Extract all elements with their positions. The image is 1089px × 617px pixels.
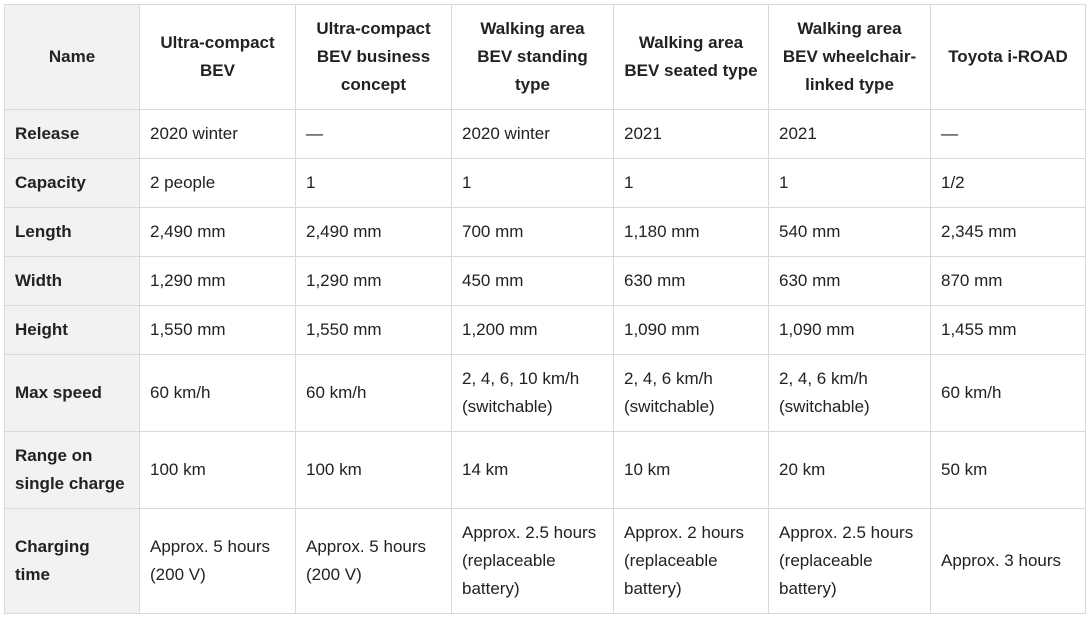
table-row: Range on single charge 100 km 100 km 14 … bbox=[4, 431, 1086, 509]
row-label-range: Range on single charge bbox=[4, 431, 140, 509]
table-cell: 2, 4, 6 km/h (switchable) bbox=[613, 354, 769, 432]
table-cell: 1 bbox=[613, 158, 769, 208]
row-label-capacity: Capacity bbox=[4, 158, 140, 208]
spec-comparison-table: Name Ultra-compact BEV Ultra-compact BEV… bbox=[4, 4, 1086, 614]
table-cell: Approx. 2.5 hours (replaceable battery) bbox=[768, 508, 931, 614]
header-walking-seated: Walking area BEV seated type bbox=[613, 4, 769, 110]
table-cell: 1 bbox=[295, 158, 452, 208]
table-cell: Approx. 5 hours (200 V) bbox=[295, 508, 452, 614]
table-cell: 50 km bbox=[930, 431, 1086, 509]
table-cell: 700 mm bbox=[451, 207, 614, 257]
header-ultra-compact-bev: Ultra-compact BEV bbox=[139, 4, 296, 110]
row-label-charging-time: Charging time bbox=[4, 508, 140, 614]
table-cell: 2,345 mm bbox=[930, 207, 1086, 257]
table-cell: 60 km/h bbox=[295, 354, 452, 432]
table-cell: 630 mm bbox=[613, 256, 769, 306]
table-cell: 100 km bbox=[295, 431, 452, 509]
table-cell: 1,290 mm bbox=[139, 256, 296, 306]
header-ultra-compact-bev-business: Ultra-compact BEV business concept bbox=[295, 4, 452, 110]
table-row: Height 1,550 mm 1,550 mm 1,200 mm 1,090 … bbox=[4, 305, 1086, 355]
table-cell: 2021 bbox=[768, 109, 931, 159]
table-cell: 1,090 mm bbox=[613, 305, 769, 355]
table-cell: Approx. 2.5 hours (replaceable battery) bbox=[451, 508, 614, 614]
row-label-max-speed: Max speed bbox=[4, 354, 140, 432]
table-row: Charging time Approx. 5 hours (200 V) Ap… bbox=[4, 508, 1086, 614]
table-cell: 870 mm bbox=[930, 256, 1086, 306]
table-cell: 2,490 mm bbox=[295, 207, 452, 257]
table-cell: 2 people bbox=[139, 158, 296, 208]
table-cell: 2, 4, 6 km/h (switchable) bbox=[768, 354, 931, 432]
table-cell: 1,090 mm bbox=[768, 305, 931, 355]
table-cell: 60 km/h bbox=[930, 354, 1086, 432]
table-cell: 1,455 mm bbox=[930, 305, 1086, 355]
row-label-release: Release bbox=[4, 109, 140, 159]
table-cell: Approx. 5 hours (200 V) bbox=[139, 508, 296, 614]
table-row: Length 2,490 mm 2,490 mm 700 mm 1,180 mm… bbox=[4, 207, 1086, 257]
table-cell: 1,180 mm bbox=[613, 207, 769, 257]
table-row: Width 1,290 mm 1,290 mm 450 mm 630 mm 63… bbox=[4, 256, 1086, 306]
table-cell: 1/2 bbox=[930, 158, 1086, 208]
table-cell: 540 mm bbox=[768, 207, 931, 257]
table-cell: 10 km bbox=[613, 431, 769, 509]
table-cell: 1 bbox=[768, 158, 931, 208]
table-cell: 1 bbox=[451, 158, 614, 208]
header-row: Name Ultra-compact BEV Ultra-compact BEV… bbox=[4, 4, 1086, 110]
table-cell: 100 km bbox=[139, 431, 296, 509]
table-cell: 1,290 mm bbox=[295, 256, 452, 306]
table-row: Capacity 2 people 1 1 1 1 1/2 bbox=[4, 158, 1086, 208]
table-cell: 2,490 mm bbox=[139, 207, 296, 257]
table-cell: 2021 bbox=[613, 109, 769, 159]
table-cell: 14 km bbox=[451, 431, 614, 509]
header-walking-wheelchair: Walking area BEV wheelchair- linked type bbox=[768, 4, 931, 110]
table-cell: 1,550 mm bbox=[295, 305, 452, 355]
table-cell: 60 km/h bbox=[139, 354, 296, 432]
header-walking-standing: Walking area BEV standing type bbox=[451, 4, 614, 110]
table-cell: 630 mm bbox=[768, 256, 931, 306]
table-cell: 2, 4, 6, 10 km/h (switchable) bbox=[451, 354, 614, 432]
table-cell: 2020 winter bbox=[139, 109, 296, 159]
row-label-height: Height bbox=[4, 305, 140, 355]
table-cell: 1,200 mm bbox=[451, 305, 614, 355]
table-row: Max speed 60 km/h 60 km/h 2, 4, 6, 10 km… bbox=[4, 354, 1086, 432]
table-cell: Approx. 2 hours (replaceable battery) bbox=[613, 508, 769, 614]
header-name: Name bbox=[4, 4, 140, 110]
table-row: Release 2020 winter — 2020 winter 2021 2… bbox=[4, 109, 1086, 159]
row-label-width: Width bbox=[4, 256, 140, 306]
table-cell: Approx. 3 hours bbox=[930, 508, 1086, 614]
table-cell: 2020 winter bbox=[451, 109, 614, 159]
table-cell: — bbox=[295, 109, 452, 159]
table-cell: — bbox=[930, 109, 1086, 159]
header-toyota-i-road: Toyota i-ROAD bbox=[930, 4, 1086, 110]
table-cell: 1,550 mm bbox=[139, 305, 296, 355]
table-cell: 450 mm bbox=[451, 256, 614, 306]
row-label-length: Length bbox=[4, 207, 140, 257]
table-cell: 20 km bbox=[768, 431, 931, 509]
